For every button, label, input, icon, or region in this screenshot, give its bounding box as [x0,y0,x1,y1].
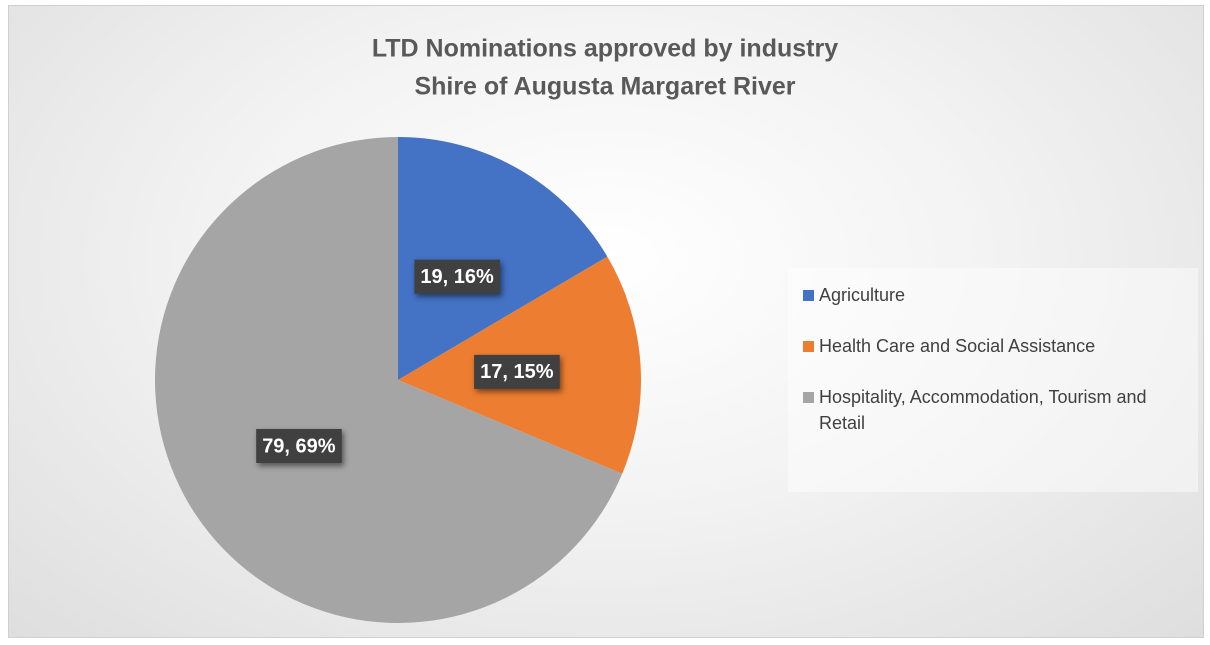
legend-swatch [803,341,814,352]
legend-label: Agriculture [819,285,906,305]
data-label-box [474,354,560,389]
data-label: 79, 69% [256,428,342,463]
data-label-text: 19, 16% [420,266,494,288]
legend: Agriculture Health Care and Social Assist… [788,268,1198,492]
data-label: 17, 15% [474,354,560,389]
legend-item: Agriculture [803,282,1184,308]
legend-item: Hospitality, Accommodation, Tourism and … [803,384,1184,436]
pie-slice [398,137,608,380]
data-label-box [256,428,342,463]
legend-item: Health Care and Social Assistance [803,333,1184,359]
legend-label: Hospitality, Accommodation, Tourism and … [819,387,1147,433]
chart-subtitle: Shire of Augusta Margaret River [414,73,795,101]
pie-slice [154,137,623,623]
data-label-text: 17, 15% [480,361,554,383]
data-label-box [414,259,500,294]
data-label: 19, 16% [414,259,500,294]
legend-label: Health Care and Social Assistance [819,336,1096,356]
legend-swatch [803,392,814,403]
data-label-text: 79, 69% [262,435,336,457]
chart-title: LTD Nominations approved by industry [372,35,838,63]
legend-swatch [803,290,814,301]
